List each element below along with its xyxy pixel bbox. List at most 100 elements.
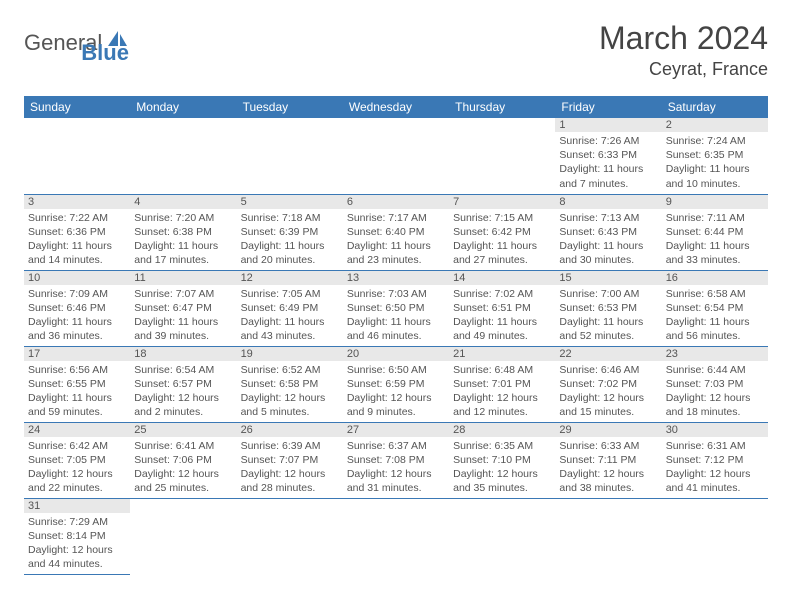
daylight-line: Daylight: 11 hours and 59 minutes. (28, 392, 112, 418)
day-cell: 11Sunrise: 7:07 AMSunset: 6:47 PMDayligh… (130, 270, 236, 346)
day-details: Sunrise: 6:50 AMSunset: 6:59 PMDaylight:… (343, 361, 449, 420)
day-cell: 8Sunrise: 7:13 AMSunset: 6:43 PMDaylight… (555, 194, 661, 270)
weekday-header: Monday (130, 96, 236, 118)
day-details: Sunrise: 7:09 AMSunset: 6:46 PMDaylight:… (24, 285, 130, 344)
day-details: Sunrise: 6:52 AMSunset: 6:58 PMDaylight:… (237, 361, 343, 420)
day-cell: 10Sunrise: 7:09 AMSunset: 6:46 PMDayligh… (24, 270, 130, 346)
sunset-line: Sunset: 6:50 PM (347, 302, 425, 314)
day-details: Sunrise: 6:48 AMSunset: 7:01 PMDaylight:… (449, 361, 555, 420)
sunset-line: Sunset: 6:44 PM (666, 226, 744, 238)
empty-cell (130, 118, 236, 194)
sunrise-line: Sunrise: 6:31 AM (666, 440, 746, 452)
daylight-line: Daylight: 12 hours and 15 minutes. (559, 392, 644, 418)
day-cell: 28Sunrise: 6:35 AMSunset: 7:10 PMDayligh… (449, 422, 555, 498)
day-details: Sunrise: 6:58 AMSunset: 6:54 PMDaylight:… (662, 285, 768, 344)
day-cell: 14Sunrise: 7:02 AMSunset: 6:51 PMDayligh… (449, 270, 555, 346)
daylight-line: Daylight: 12 hours and 41 minutes. (666, 468, 751, 494)
day-details: Sunrise: 7:15 AMSunset: 6:42 PMDaylight:… (449, 209, 555, 268)
empty-cell (343, 118, 449, 194)
day-cell: 17Sunrise: 6:56 AMSunset: 6:55 PMDayligh… (24, 346, 130, 422)
day-cell: 18Sunrise: 6:54 AMSunset: 6:57 PMDayligh… (130, 346, 236, 422)
sunset-line: Sunset: 6:53 PM (559, 302, 637, 314)
sunset-line: Sunset: 6:47 PM (134, 302, 212, 314)
day-details: Sunrise: 7:03 AMSunset: 6:50 PMDaylight:… (343, 285, 449, 344)
day-cell: 27Sunrise: 6:37 AMSunset: 7:08 PMDayligh… (343, 422, 449, 498)
day-details: Sunrise: 6:39 AMSunset: 7:07 PMDaylight:… (237, 437, 343, 496)
day-number: 6 (343, 195, 449, 209)
day-number: 22 (555, 347, 661, 361)
day-number: 3 (24, 195, 130, 209)
day-number: 13 (343, 271, 449, 285)
daylight-line: Daylight: 12 hours and 44 minutes. (28, 544, 113, 570)
page-title: March 2024 (599, 20, 768, 57)
sunrise-line: Sunrise: 6:41 AM (134, 440, 214, 452)
day-cell: 4Sunrise: 7:20 AMSunset: 6:38 PMDaylight… (130, 194, 236, 270)
sunrise-line: Sunrise: 6:56 AM (28, 364, 108, 376)
sunset-line: Sunset: 6:57 PM (134, 378, 212, 390)
sunset-line: Sunset: 7:11 PM (559, 454, 636, 466)
daylight-line: Daylight: 11 hours and 23 minutes. (347, 240, 431, 266)
sunrise-line: Sunrise: 7:17 AM (347, 212, 427, 224)
location: Ceyrat, France (599, 59, 768, 80)
daylight-line: Daylight: 11 hours and 30 minutes. (559, 240, 643, 266)
day-details: Sunrise: 7:02 AMSunset: 6:51 PMDaylight:… (449, 285, 555, 344)
day-details: Sunrise: 7:11 AMSunset: 6:44 PMDaylight:… (662, 209, 768, 268)
empty-cell (449, 498, 555, 574)
daylight-line: Daylight: 12 hours and 38 minutes. (559, 468, 644, 494)
day-number: 5 (237, 195, 343, 209)
daylight-line: Daylight: 11 hours and 33 minutes. (666, 240, 750, 266)
sunrise-line: Sunrise: 7:05 AM (241, 288, 321, 300)
sunset-line: Sunset: 7:01 PM (453, 378, 531, 390)
day-details: Sunrise: 6:31 AMSunset: 7:12 PMDaylight:… (662, 437, 768, 496)
sunrise-line: Sunrise: 6:58 AM (666, 288, 746, 300)
day-number: 25 (130, 423, 236, 437)
sunset-line: Sunset: 7:06 PM (134, 454, 212, 466)
sunrise-line: Sunrise: 7:02 AM (453, 288, 533, 300)
daylight-line: Daylight: 11 hours and 49 minutes. (453, 316, 537, 342)
calendar-row: 17Sunrise: 6:56 AMSunset: 6:55 PMDayligh… (24, 346, 768, 422)
sunrise-line: Sunrise: 6:37 AM (347, 440, 427, 452)
daylight-line: Daylight: 11 hours and 10 minutes. (666, 163, 750, 189)
day-cell: 31Sunrise: 7:29 AMSunset: 8:14 PMDayligh… (24, 498, 130, 574)
day-details: Sunrise: 7:18 AMSunset: 6:39 PMDaylight:… (237, 209, 343, 268)
sunrise-line: Sunrise: 6:48 AM (453, 364, 533, 376)
day-cell: 1Sunrise: 7:26 AMSunset: 6:33 PMDaylight… (555, 118, 661, 194)
day-cell: 30Sunrise: 6:31 AMSunset: 7:12 PMDayligh… (662, 422, 768, 498)
sunrise-line: Sunrise: 7:20 AM (134, 212, 214, 224)
sunrise-line: Sunrise: 6:46 AM (559, 364, 639, 376)
day-details: Sunrise: 6:41 AMSunset: 7:06 PMDaylight:… (130, 437, 236, 496)
daylight-line: Daylight: 12 hours and 9 minutes. (347, 392, 432, 418)
day-cell: 6Sunrise: 7:17 AMSunset: 6:40 PMDaylight… (343, 194, 449, 270)
day-number: 26 (237, 423, 343, 437)
daylight-line: Daylight: 11 hours and 17 minutes. (134, 240, 218, 266)
sunrise-line: Sunrise: 7:09 AM (28, 288, 108, 300)
day-number: 30 (662, 423, 768, 437)
sunrise-line: Sunrise: 6:33 AM (559, 440, 639, 452)
sunset-line: Sunset: 7:07 PM (241, 454, 319, 466)
day-details: Sunrise: 6:33 AM Sunset: 7:11 PM Daylight:… (555, 437, 661, 496)
header: General Blue March 2024 Ceyrat, France (24, 20, 768, 80)
day-number: 16 (662, 271, 768, 285)
day-cell: 9Sunrise: 7:11 AMSunset: 6:44 PMDaylight… (662, 194, 768, 270)
sunset-line: Sunset: 7:02 PM (559, 378, 637, 390)
weekday-header: Saturday (662, 96, 768, 118)
sunset-line: Sunset: 6:46 PM (28, 302, 106, 314)
day-cell: 2Sunrise: 7:24 AMSunset: 6:35 PMDaylight… (662, 118, 768, 194)
sunset-line: Sunset: 6:38 PM (134, 226, 212, 238)
day-cell: 24Sunrise: 6:42 AMSunset: 7:05 PMDayligh… (24, 422, 130, 498)
daylight-line: Daylight: 11 hours and 43 minutes. (241, 316, 325, 342)
day-cell: 25Sunrise: 6:41 AMSunset: 7:06 PMDayligh… (130, 422, 236, 498)
empty-cell (449, 118, 555, 194)
daylight-line: Daylight: 11 hours and 46 minutes. (347, 316, 431, 342)
day-cell: 12Sunrise: 7:05 AMSunset: 6:49 PMDayligh… (237, 270, 343, 346)
sunrise-line: Sunrise: 7:15 AM (453, 212, 533, 224)
day-cell: 26Sunrise: 6:39 AMSunset: 7:07 PMDayligh… (237, 422, 343, 498)
day-cell: 21Sunrise: 6:48 AMSunset: 7:01 PMDayligh… (449, 346, 555, 422)
sunset-line: Sunset: 6:35 PM (666, 149, 744, 161)
sunrise-line: Sunrise: 7:26 AM (559, 135, 639, 147)
day-details: Sunrise: 7:05 AMSunset: 6:49 PMDaylight:… (237, 285, 343, 344)
daylight-line: Daylight: 12 hours and 35 minutes. (453, 468, 538, 494)
day-number: 8 (555, 195, 661, 209)
day-number: 1 (555, 118, 661, 132)
day-number: 9 (662, 195, 768, 209)
